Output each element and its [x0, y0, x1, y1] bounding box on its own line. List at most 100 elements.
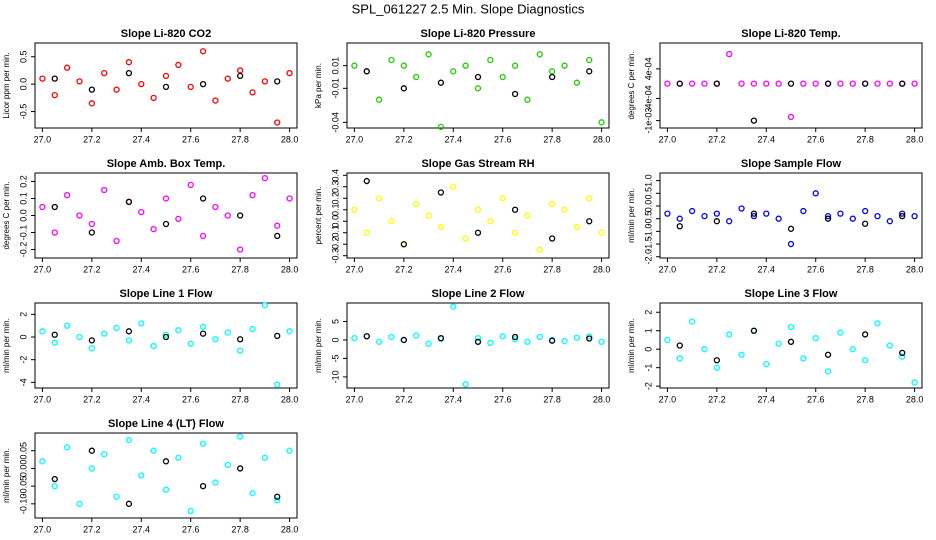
x-tick-label: 27.0 [346, 134, 364, 144]
y-tick-label: -0.2 [330, 236, 340, 252]
x-tick-label: 27.6 [494, 394, 512, 404]
y-tick-label: 0.2 [330, 192, 340, 205]
data-point [549, 200, 556, 208]
x-tick-label: 27.0 [34, 524, 52, 534]
y-tick-label: -1e-03 [643, 108, 653, 134]
data-point [413, 332, 420, 339]
data-point [150, 342, 157, 350]
data-point [899, 212, 906, 220]
x-tick-label: 28.0 [281, 394, 299, 404]
data-point [586, 333, 593, 340]
data-point [162, 220, 170, 228]
data-point [487, 56, 494, 64]
data-point [425, 51, 432, 58]
data-point [175, 215, 182, 223]
data-point [701, 80, 708, 87]
data-point [824, 368, 832, 375]
x-tick-label: 27.0 [659, 134, 677, 144]
data-point [549, 73, 556, 81]
y-tick-label: 5 [330, 319, 340, 324]
data-point [125, 59, 133, 66]
x-tick-label: 27.4 [758, 134, 776, 144]
data-point [688, 318, 696, 325]
data-point [787, 225, 795, 232]
data-point [175, 327, 182, 334]
data-point [701, 346, 708, 353]
x-tick-label: 27.0 [659, 264, 677, 274]
y-tick-label: 0.05 [18, 442, 28, 460]
y-tick-label: 1 [643, 328, 653, 333]
data-point [237, 72, 244, 80]
data-point [886, 218, 894, 225]
plot-frame [346, 42, 610, 129]
x-tick-label: 28.0 [281, 524, 299, 534]
data-point [125, 500, 133, 507]
data-point [224, 329, 231, 336]
x-tick-label: 27.2 [395, 264, 413, 274]
data-point [212, 479, 219, 486]
x-tick-label: 28.0 [593, 134, 611, 144]
data-point [849, 346, 856, 353]
data-point [899, 80, 906, 87]
data-point [824, 212, 832, 220]
data-point [450, 303, 457, 310]
data-point [750, 210, 758, 217]
y-tick-label: 2 [643, 310, 653, 315]
y-tick-label: -4e-04 [643, 85, 653, 111]
data-point [150, 94, 157, 101]
data-point [849, 215, 856, 222]
data-point [713, 218, 720, 225]
x-tick-label: 27.0 [34, 394, 52, 404]
x-tick-label: 27.6 [807, 394, 825, 404]
panel-title: Slope Li-820 CO2 [121, 28, 211, 40]
y-tick-label: 0.01 [330, 57, 340, 75]
x-tick-label: 27.6 [182, 134, 200, 144]
data-point [162, 486, 170, 493]
data-point [237, 465, 244, 472]
data-point [511, 206, 519, 213]
data-point [261, 174, 269, 182]
panel-title: Slope Li-820 Temp. [741, 28, 840, 40]
data-point [113, 324, 120, 332]
data-point [911, 379, 918, 386]
data-point [775, 215, 782, 222]
data-point [474, 338, 482, 345]
data-point [586, 335, 593, 342]
data-point [286, 447, 293, 454]
data-point [688, 80, 696, 87]
data-point [187, 181, 194, 189]
data-point [88, 465, 95, 472]
data-point [162, 72, 170, 80]
data-point [474, 334, 482, 342]
y-tick-label: -0.5 [18, 104, 28, 120]
data-point [787, 323, 795, 331]
plot-frame [34, 42, 298, 129]
y-tick-label: -0.5 [643, 211, 653, 227]
y-axis-label: degrees C per min. [627, 51, 636, 119]
data-point [274, 493, 281, 500]
data-point [249, 325, 256, 333]
panel-title: Slope Line 3 Flow [745, 288, 838, 300]
data-point [511, 90, 519, 98]
data-point [187, 507, 194, 515]
data-point [598, 338, 605, 345]
y-tick-label: 0.1 [18, 192, 28, 205]
data-point [138, 80, 145, 88]
x-tick-label: 27.4 [133, 524, 151, 534]
data-point [573, 223, 581, 231]
data-point [800, 355, 807, 362]
y-tick-label: -0.1 [18, 225, 28, 241]
y-tick-label: -0.10 [18, 494, 28, 515]
data-point [701, 212, 708, 220]
data-point [249, 191, 256, 199]
data-point [664, 210, 671, 217]
y-axis-label: degrees C per min. [2, 181, 11, 249]
data-point [363, 333, 370, 340]
data-point [51, 482, 58, 490]
data-point [388, 56, 395, 64]
data-point [125, 70, 133, 77]
data-point [899, 349, 906, 357]
data-point [487, 339, 494, 347]
data-point [150, 225, 157, 233]
